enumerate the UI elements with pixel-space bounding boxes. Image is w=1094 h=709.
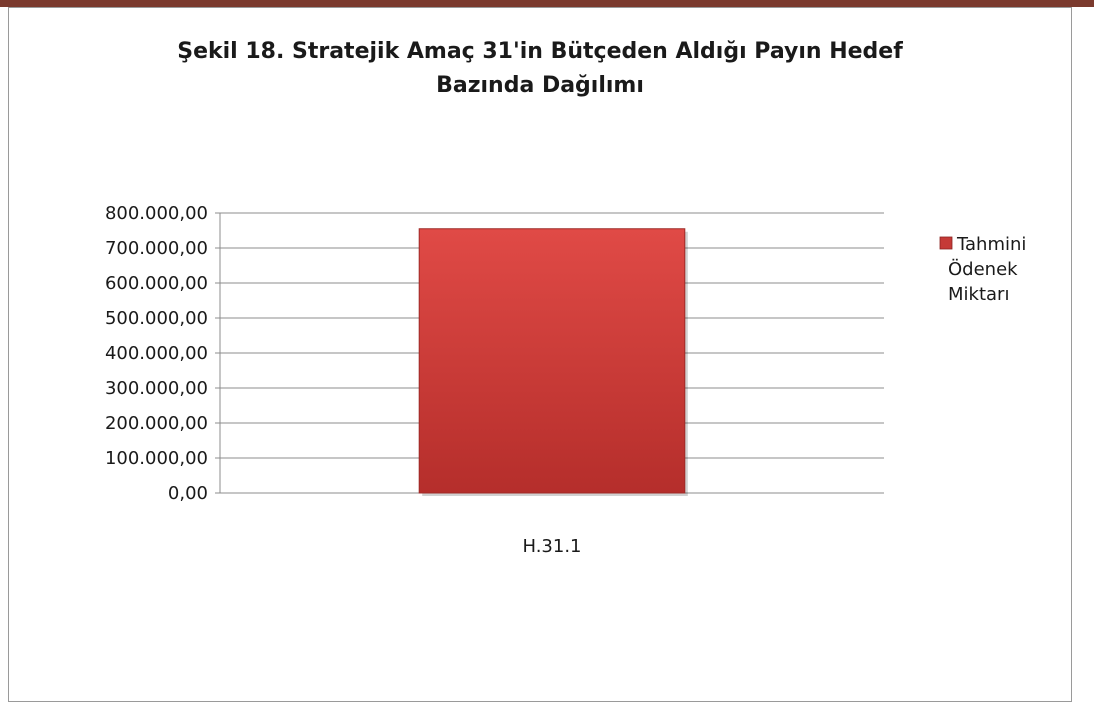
x-axis-categories: H.31.1 xyxy=(522,536,581,557)
y-tick-label: 700.000,00 xyxy=(105,238,208,259)
x-category-label: H.31.1 xyxy=(522,536,581,557)
y-tick-label: 200.000,00 xyxy=(105,413,208,434)
chart-title-line-2: Bazında Dağılımı xyxy=(436,73,644,98)
y-tick-label: 600.000,00 xyxy=(105,273,208,294)
y-tick-label: 0,00 xyxy=(168,483,208,504)
chart-title-line-1: Şekil 18. Stratejik Amaç 31'in Bütçeden … xyxy=(177,39,903,64)
legend: Tahmini Ödenek Miktarı xyxy=(939,234,1026,305)
y-tick-label: 400.000,00 xyxy=(105,343,208,364)
y-tick-label: 500.000,00 xyxy=(105,308,208,329)
legend-swatch xyxy=(939,236,953,250)
legend-label: Tahmini xyxy=(956,234,1026,255)
y-tick-label: 800.000,00 xyxy=(105,203,208,224)
y-tick-label: 100.000,00 xyxy=(105,448,208,469)
bars xyxy=(418,228,688,496)
top-accent-bar xyxy=(0,0,1094,7)
legend-label: Ödenek xyxy=(948,258,1018,280)
legend-label: Miktarı xyxy=(948,284,1009,305)
page-margin xyxy=(1073,7,1094,709)
y-tick-label: 300.000,00 xyxy=(105,378,208,399)
y-axis-ticks: 0,00 100.000,00 200.000,00 300.000,00 400.00… xyxy=(105,203,208,504)
bar xyxy=(418,228,686,494)
chart-title: Şekil 18. Stratejik Amaç 31'in Bütçeden … xyxy=(0,35,1080,103)
